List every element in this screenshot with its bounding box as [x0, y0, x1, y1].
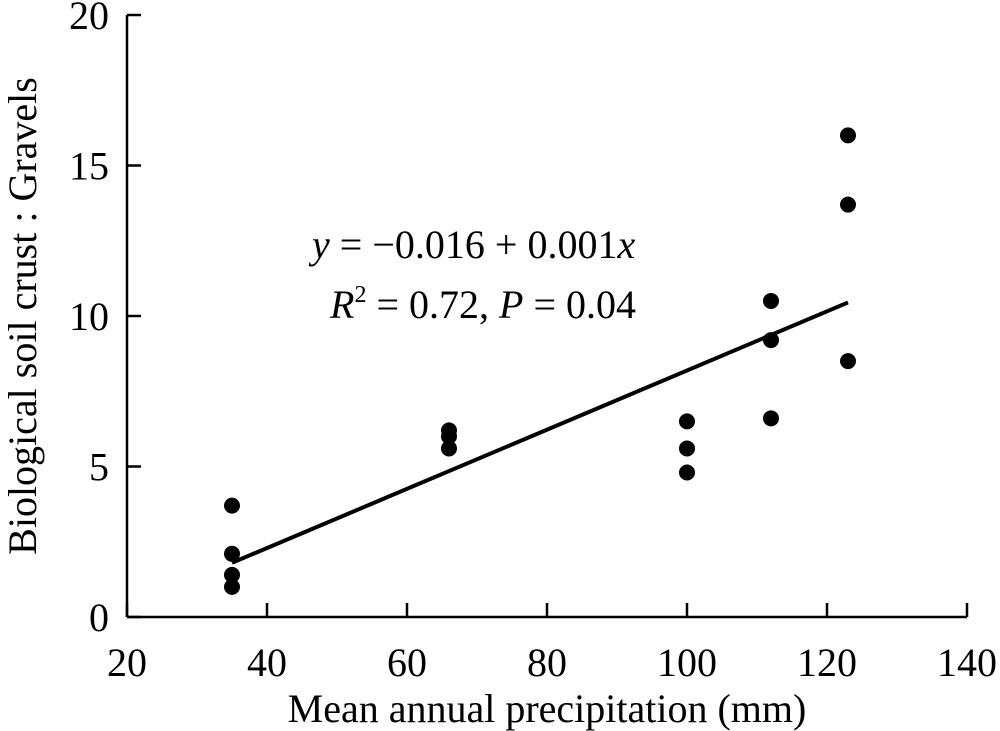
- data-point: [840, 353, 856, 370]
- stat-r-symbol: R: [329, 282, 354, 327]
- eq-x-symbol: x: [616, 222, 635, 267]
- y-tick-label: 20: [69, 0, 109, 38]
- x-tick-label: 120: [797, 640, 857, 685]
- x-tick-label: 80: [527, 640, 567, 685]
- stat-p-symbol: P: [498, 282, 523, 327]
- y-tick-label: 5: [89, 445, 109, 490]
- data-point: [224, 566, 240, 583]
- x-axis-title: Mean annual precipitation (mm): [288, 686, 807, 731]
- x-tick-label: 60: [387, 640, 427, 685]
- y-tick-label: 15: [69, 144, 109, 189]
- data-points: [224, 127, 856, 595]
- data-point: [441, 428, 457, 445]
- x-tick-label: 140: [937, 640, 997, 685]
- data-point: [679, 440, 695, 457]
- data-point: [679, 464, 695, 481]
- regression-equation: y = −0.016 + 0.001x: [308, 222, 635, 267]
- data-point: [679, 413, 695, 430]
- data-point: [224, 578, 240, 595]
- data-point: [840, 127, 856, 144]
- x-tick-label: 40: [247, 640, 287, 685]
- stat-r-value: = 0.72,: [366, 282, 499, 327]
- stat-p-value: = 0.04: [523, 282, 636, 327]
- x-tick-label: 100: [657, 640, 717, 685]
- y-tick-label: 0: [89, 595, 109, 640]
- x-ticks: 20 40 60 80 100 120 140: [107, 603, 997, 685]
- data-point: [763, 410, 779, 427]
- eq-body: = −0.016 + 0.001: [330, 222, 618, 267]
- stat-r-superscript: 2: [354, 282, 366, 308]
- y-tick-label: 10: [69, 294, 109, 339]
- y-ticks: 0 5 10 15 20: [69, 0, 141, 640]
- data-point: [441, 440, 457, 457]
- eq-y-symbol: y: [308, 222, 330, 267]
- data-point: [763, 332, 779, 349]
- data-point: [224, 545, 240, 562]
- data-point: [763, 292, 779, 309]
- y-axis-title: Biological soil crust : Gravels: [0, 77, 45, 555]
- x-tick-label: 20: [107, 640, 147, 685]
- regression-stats: R2 = 0.72, P = 0.04: [329, 282, 636, 327]
- regression-line: [231, 300, 849, 565]
- data-point: [840, 196, 856, 213]
- data-point: [224, 497, 240, 514]
